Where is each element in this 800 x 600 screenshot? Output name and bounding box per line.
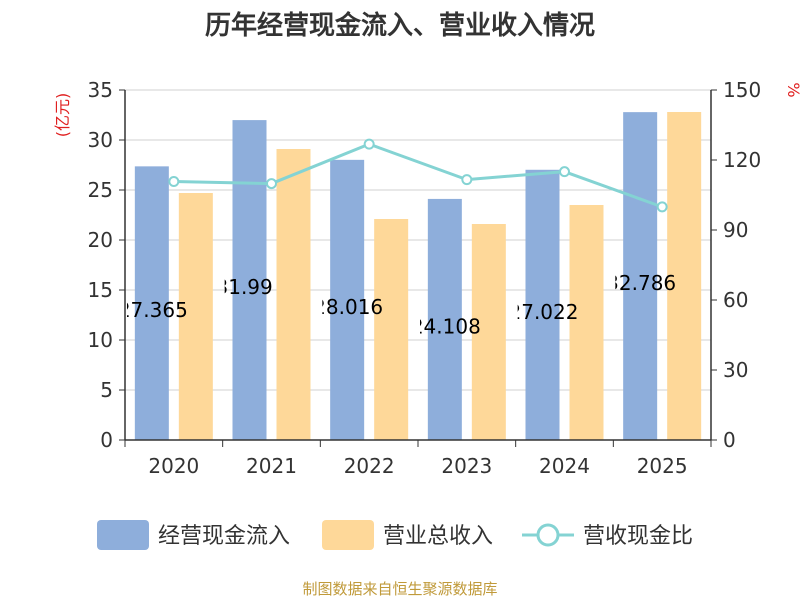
x-tick-label: 2020 (148, 454, 199, 478)
left-axis-unit: (亿元) (53, 93, 72, 138)
left-tick-label: 5 (100, 378, 113, 402)
data-label-cash-inflow: 28.016 (313, 295, 383, 319)
ratio-line (168, 138, 668, 213)
ratio-point (168, 175, 180, 187)
ratio-point (559, 166, 570, 178)
bar-cash-inflow (330, 159, 365, 440)
x-tick-label: 2021 (246, 454, 297, 478)
legend: 经营现金流入 营业总收入 营收现金比 (97, 520, 693, 550)
bar-revenue (667, 112, 702, 440)
ratio-point (461, 174, 473, 186)
left-tick-label: 0 (100, 428, 113, 452)
bar-revenue (276, 149, 311, 440)
bar-cash-inflow (134, 166, 169, 440)
legend-label-revenue: 营业总收入 (383, 524, 493, 549)
legend-swatch-revenue (322, 520, 374, 550)
right-tick-label: 0 (723, 428, 736, 452)
x-tick-label: 2023 (441, 454, 492, 478)
ratio-point (656, 201, 668, 213)
bar-cash-inflow (525, 169, 560, 440)
data-label-cash-inflow: 32.786 (606, 271, 676, 295)
data-label-cash-inflow: 24.108 (411, 314, 481, 338)
grid-lines (125, 89, 711, 391)
bar-cash-inflow (427, 198, 462, 440)
data-labels: 27.365 31.99 28.016 24.108 27.022 32.786 (118, 271, 676, 338)
ratio-point (266, 178, 277, 190)
right-tick-label: 60 (723, 288, 748, 312)
x-tick-label: 2025 (637, 454, 688, 478)
ratio-polyline (173, 142, 663, 209)
bar-cash-inflow (232, 120, 267, 440)
right-tick-label: 30 (723, 358, 748, 382)
data-label-cash-inflow: 27.022 (509, 300, 579, 324)
bar-revenue (471, 224, 506, 440)
bar-revenue (374, 219, 409, 440)
x-tick-label: 2024 (539, 454, 590, 478)
right-axis-unit: % (784, 82, 800, 97)
right-tick-label: 120 (723, 148, 761, 172)
left-tick-label: 10 (88, 328, 113, 352)
legend-label-ratio: 营收现金比 (583, 524, 693, 549)
data-label-cash-inflow: 31.99 (216, 275, 273, 299)
legend-marker-ratio (536, 523, 560, 547)
left-tick-label: 15 (88, 278, 113, 302)
source-note: 制图数据来自恒生聚源数据库 (302, 580, 497, 598)
bars (134, 112, 702, 440)
left-tick-label: 30 (88, 128, 113, 152)
right-tick-label: 90 (723, 218, 748, 242)
bar-revenue (178, 193, 213, 440)
chart-title: 历年经营现金流入、营业收入情况 (205, 10, 595, 41)
x-tick-label: 2022 (344, 454, 395, 478)
left-tick-label: 25 (88, 178, 113, 202)
right-tick-label: 150 (723, 78, 761, 102)
legend-swatch-cash-inflow (97, 520, 149, 550)
ratio-point (363, 138, 375, 150)
data-label-cash-inflow: 27.365 (118, 298, 188, 322)
left-tick-label: 20 (88, 228, 113, 252)
bar-revenue (569, 205, 604, 440)
legend-label-cash-inflow: 经营现金流入 (158, 524, 290, 549)
bar-cash-inflow (623, 112, 658, 440)
left-tick-label: 35 (88, 78, 113, 102)
